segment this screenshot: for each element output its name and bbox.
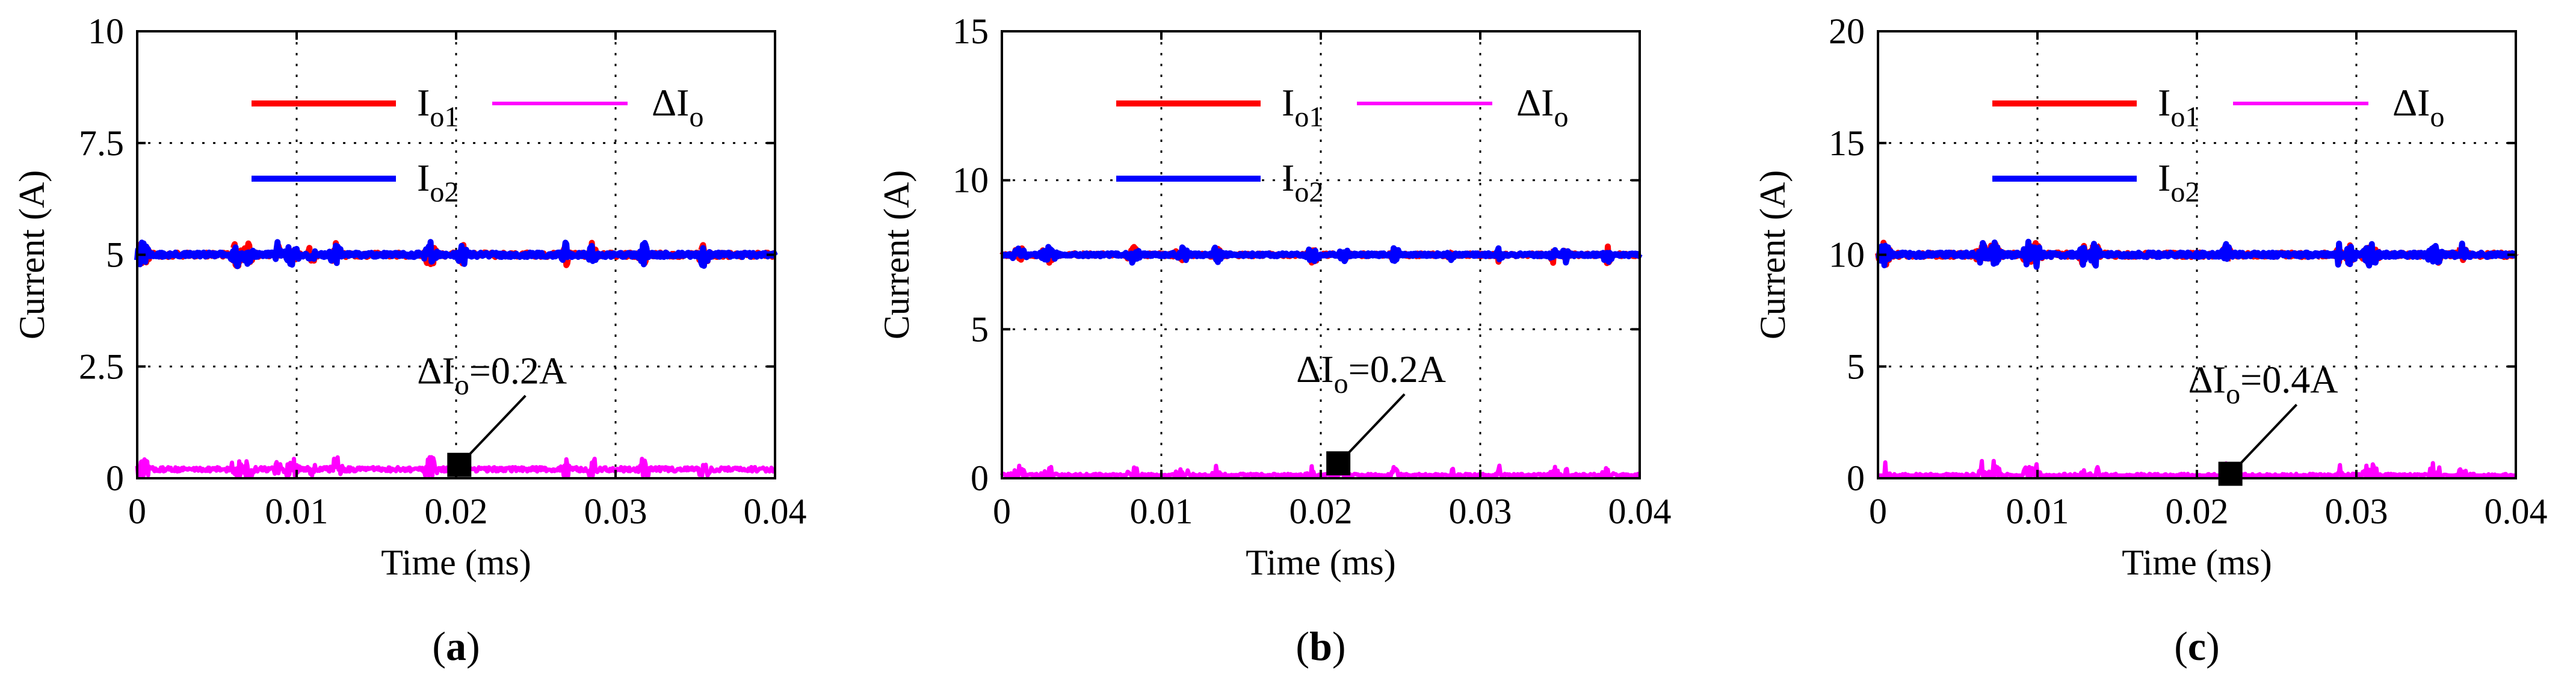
- legend-label-Io1-sub: o1: [2170, 101, 2199, 133]
- legend-label-Io1-main: I: [2158, 81, 2170, 124]
- annotation-label-main: ΔI: [417, 350, 454, 392]
- legend-label-dIo-main: ΔI: [2392, 81, 2430, 124]
- annotation-label-main: ΔI: [2188, 359, 2226, 401]
- legend-label-Io2: Io2: [417, 156, 459, 208]
- x-tick-label: 0.04: [2485, 491, 2548, 531]
- annotation-label: ΔIo=0.4A: [2188, 359, 2338, 410]
- legend-label-Io1: Io1: [1282, 81, 1323, 133]
- legend-label-dIo: ΔIo: [2392, 81, 2444, 133]
- legend-label-Io1-main: I: [417, 81, 430, 124]
- legend: Io1 ΔIo Io2: [252, 81, 703, 208]
- annotation-leader: [2235, 404, 2298, 469]
- x-axis-label: Time (ms): [2122, 543, 2272, 582]
- annotation-label-sub: o: [1334, 368, 1348, 399]
- y-axis-label: Current (A): [1753, 170, 1793, 340]
- annotation-label-suffix: =0.4A: [2240, 359, 2338, 401]
- x-tick-label: 0.01: [1130, 491, 1193, 531]
- y-tick-label: 5: [106, 235, 124, 275]
- annotation-label: ΔIo=0.2A: [1296, 348, 1446, 399]
- y-axis-label: Current (A): [877, 170, 916, 340]
- series-line-Io2: [1875, 238, 2518, 270]
- y-tick-label: 2.5: [79, 346, 124, 386]
- panel-label: (a): [432, 623, 480, 669]
- y-tick-label: 0: [106, 458, 124, 498]
- legend-label-dIo-sub: o: [1554, 101, 1568, 133]
- panel-label: (c): [2174, 623, 2220, 669]
- legend: Io1 ΔIo Io2: [1116, 81, 1568, 208]
- annotation-leader: [1343, 393, 1406, 458]
- x-axis-label: Time (ms): [1246, 543, 1396, 582]
- y-tick-label: 20: [1829, 11, 1865, 51]
- legend-label-Io2-main: I: [417, 156, 430, 199]
- panel-label-open: (: [2174, 623, 2188, 669]
- y-tick-label: 15: [1829, 123, 1865, 163]
- x-tick-label: 0: [993, 491, 1011, 531]
- x-tick-label: 0.01: [2006, 491, 2069, 531]
- x-tick-label: 0: [128, 491, 146, 531]
- legend-label-dIo-main: ΔI: [652, 81, 689, 124]
- legend-label-Io1-sub: o1: [430, 101, 459, 133]
- y-tick-label: 10: [88, 11, 124, 51]
- x-tick-label: 0.01: [265, 491, 329, 531]
- legend: Io1 ΔIo Io2: [1992, 81, 2444, 208]
- panel-label-open: (: [1296, 623, 1309, 669]
- legend-label-Io1-sub: o1: [1294, 101, 1323, 133]
- annotation-leader: [464, 395, 527, 460]
- series-line-Io2: [999, 244, 1643, 266]
- panel-label-open: (: [432, 623, 446, 669]
- panel-label-letter: c: [2188, 623, 2206, 669]
- panel-label-close: ): [1332, 623, 1346, 669]
- x-axis-label: Time (ms): [381, 543, 531, 582]
- x-tick-label: 0.02: [425, 491, 488, 531]
- y-tick-label: 0: [1847, 458, 1865, 498]
- series-line-Io2: [134, 239, 778, 270]
- legend-label-Io2-sub: o2: [2170, 176, 2199, 208]
- panel-label-letter: a: [446, 623, 466, 669]
- panel-label-letter: b: [1309, 623, 1332, 669]
- panel-label: (b): [1296, 623, 1345, 669]
- panel-label-close: ): [2206, 623, 2220, 669]
- legend-label-Io1: Io1: [2158, 81, 2199, 133]
- x-tick-label: 0.04: [1608, 491, 1672, 531]
- x-tick-label: 0: [1869, 491, 1887, 531]
- y-tick-label: 7.5: [79, 123, 124, 163]
- y-tick-label: 5: [971, 309, 989, 349]
- y-tick-label: 15: [953, 11, 989, 51]
- legend-label-dIo: ΔIo: [1516, 81, 1568, 133]
- legend-label-Io1-main: I: [1282, 81, 1294, 124]
- legend-label-dIo: ΔIo: [652, 81, 703, 133]
- legend-label-Io2: Io2: [1282, 156, 1323, 208]
- annotation-label-suffix: =0.2A: [1348, 348, 1446, 390]
- y-tick-label: 10: [1829, 235, 1865, 275]
- x-tick-label: 0.04: [744, 491, 807, 531]
- x-tick-label: 0.03: [1449, 491, 1512, 531]
- legend-label-dIo-sub: o: [2430, 101, 2444, 133]
- legend-label-dIo-sub: o: [689, 101, 703, 133]
- legend-label-Io2: Io2: [2158, 156, 2199, 208]
- annotation-label-sub: o: [2226, 378, 2240, 410]
- annotation-label-main: ΔI: [1296, 348, 1333, 390]
- y-tick-label: 5: [1847, 346, 1865, 386]
- panel-label-close: ): [466, 623, 480, 669]
- legend-label-dIo-main: ΔI: [1516, 81, 1554, 124]
- y-tick-label: 10: [953, 161, 989, 200]
- annotation-label: ΔIo=0.2A: [417, 350, 567, 401]
- legend-label-Io2-main: I: [2158, 156, 2170, 199]
- x-tick-label: 0.02: [1290, 491, 1353, 531]
- x-tick-label: 0.02: [2166, 491, 2229, 531]
- annotation-label-sub: o: [455, 369, 469, 401]
- y-axis-label: Current (A): [12, 170, 52, 340]
- x-tick-label: 0.03: [584, 491, 647, 531]
- legend-label-Io1: Io1: [417, 81, 459, 133]
- legend-label-Io2-sub: o2: [1294, 176, 1323, 208]
- x-tick-label: 0.03: [2325, 491, 2388, 531]
- annotation-label-suffix: =0.2A: [469, 350, 567, 392]
- legend-label-Io2-sub: o2: [430, 176, 459, 208]
- y-tick-label: 0: [971, 458, 989, 498]
- legend-label-Io2-main: I: [1282, 156, 1294, 199]
